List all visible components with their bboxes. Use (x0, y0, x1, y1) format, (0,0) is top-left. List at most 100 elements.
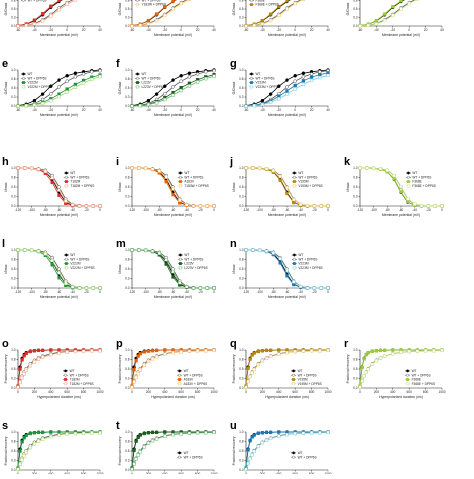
x-tick-label: -40 (260, 108, 265, 112)
data-point (374, 358, 379, 363)
y-tick-label: 0.0 (353, 24, 358, 28)
legend-entry: WT (184, 171, 189, 175)
data-point (130, 467, 134, 471)
y-tick-label: 0.0 (125, 204, 130, 208)
chart-panel-r: r 0 200 400 600 800 1000 0.0 0.3 0.5 0.8 1.0 Hyperpo… (344, 338, 446, 399)
data-point (163, 430, 167, 434)
y-tick-label: 1.0 (239, 166, 244, 170)
data-point (277, 97, 281, 101)
y-tick-label: 0.5 (125, 185, 130, 189)
data-point (258, 248, 262, 253)
legend-marker (293, 253, 296, 257)
legend-entry: A183V (184, 180, 194, 184)
x-tick-label: -60 (285, 208, 290, 212)
data-point (179, 88, 183, 93)
y-tick-label: 0.8 (11, 0, 16, 3)
data-point (146, 359, 151, 364)
data-point (358, 166, 362, 170)
data-point (399, 190, 403, 194)
series-line (245, 431, 329, 470)
y-tick-label: 0.3 (239, 195, 244, 199)
data-point (204, 70, 208, 74)
data-point (305, 203, 310, 208)
y-tick-label: 0.5 (239, 267, 244, 271)
y-tick-label: 0.8 (239, 176, 244, 180)
series-line (245, 349, 329, 388)
y-axis-label: I/Imax (118, 182, 122, 192)
data-point (285, 0, 289, 3)
x-tick-label: 0 (99, 208, 101, 212)
x-tick-label: -100 (28, 290, 35, 294)
legend-marker (22, 0, 25, 2)
x-tick-label: -60 (399, 208, 404, 212)
series-line (245, 349, 328, 387)
y-axis-label: G/Gmax (4, 2, 8, 15)
data-point (277, 84, 281, 88)
data-point (370, 349, 374, 353)
data-point (278, 257, 282, 261)
x-tick-label: 20 (424, 28, 428, 32)
panel-label: q (230, 338, 237, 350)
x-axis-label: Membrane potential (mV) (268, 33, 306, 37)
data-point (49, 430, 53, 434)
legend-entry: WT (70, 253, 75, 257)
data-point (130, 24, 134, 28)
y-axis-label: Fractional recovery (346, 354, 350, 383)
legend-marker (250, 76, 253, 80)
data-point (252, 367, 256, 372)
x-tick-label: -20 (312, 290, 317, 294)
legend-marker (406, 373, 409, 377)
x-tick-label: -40 (374, 28, 379, 32)
data-point (278, 178, 282, 182)
data-point (171, 93, 175, 97)
y-tick-label: 0.5 (11, 449, 16, 453)
data-point (36, 430, 41, 435)
y-tick-label: 0.5 (353, 367, 358, 371)
x-tick-label: 40 (326, 28, 330, 32)
legend-entry: A183V (184, 378, 194, 382)
data-point (57, 85, 61, 89)
data-point (84, 204, 88, 208)
data-point (40, 437, 45, 441)
y-tick-label: 0.3 (11, 377, 16, 381)
x-tick-label: -60 (285, 290, 290, 294)
data-point (98, 431, 102, 435)
data-point (49, 92, 53, 96)
data-point (65, 90, 69, 94)
legend-entry: WT + DPP6S (412, 175, 431, 179)
x-tick-label: -40 (184, 290, 189, 294)
y-tick-label: 1.0 (11, 68, 16, 72)
data-point (171, 0, 175, 3)
legend-marker (136, 72, 139, 76)
legend-marker (22, 81, 25, 85)
data-point (130, 166, 134, 170)
data-point (250, 353, 254, 357)
legend-marker (22, 85, 25, 89)
x-tick-label: 600 (407, 390, 413, 394)
data-point (318, 70, 322, 74)
chart-panel-l: l -120 -100 -80 -60 -40 -20 0 0.0 0.3 0.5 0.8 1.0 Mem… (2, 238, 102, 299)
data-point (49, 352, 53, 357)
data-point (16, 166, 20, 170)
data-point (277, 348, 281, 352)
data-point (391, 352, 395, 356)
x-axis-label: Hyperpolarized duration (ms) (379, 395, 423, 399)
series-line (359, 0, 404, 27)
data-point (71, 203, 75, 207)
legend-marker (407, 180, 410, 183)
data-point (49, 348, 53, 352)
data-point (136, 354, 140, 358)
x-tick-label: 0 (131, 390, 133, 394)
legend-marker (64, 369, 68, 373)
x-axis-label: Membrane potential (mV) (268, 295, 306, 299)
data-point (32, 98, 37, 103)
data-point (81, 72, 86, 76)
x-tick-label: 40 (440, 28, 444, 32)
y-tick-label: 0.3 (353, 377, 358, 381)
x-tick-label: -40 (70, 208, 75, 212)
data-point (399, 7, 403, 11)
data-point (407, 349, 411, 354)
legend-entry: V223M (298, 262, 308, 266)
